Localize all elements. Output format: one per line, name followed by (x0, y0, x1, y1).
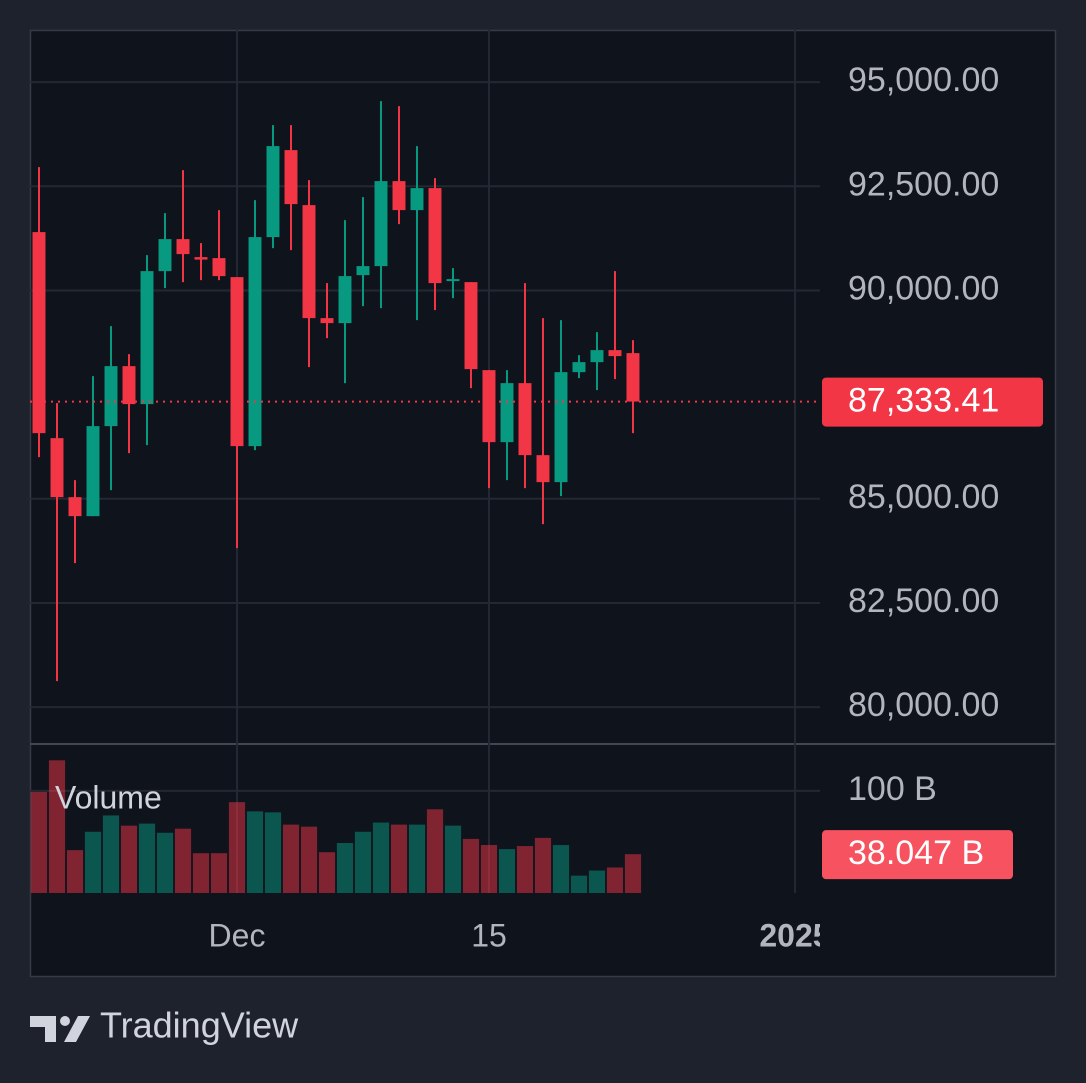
volume-bar (444, 825, 462, 893)
volume-bar (570, 875, 588, 893)
candle-body (608, 350, 622, 357)
candle-body (428, 188, 442, 284)
volume-bar (264, 812, 282, 893)
volume-bar (354, 831, 372, 893)
volume-bar (552, 845, 570, 893)
volume-bar (120, 825, 138, 893)
volume-bar (480, 845, 498, 893)
last-volume-box (822, 830, 1013, 880)
candle-body (572, 362, 586, 373)
last-volume-label: 38.047 B (848, 834, 984, 872)
volume-tick-label: 100 B (848, 770, 937, 808)
candle-body (212, 258, 226, 277)
labels: 80,000.00 82,500.00 85,000.00 90,000.00 92,5… (209, 61, 1043, 953)
volume-bar (246, 811, 264, 893)
volume-bar (426, 809, 444, 893)
candle-body (446, 279, 460, 282)
candle-body (338, 276, 352, 324)
volume-bar (282, 824, 300, 893)
volume-bar (390, 824, 408, 893)
y-tick-label: 82,500.00 (848, 582, 999, 620)
candle-body (230, 277, 244, 447)
candle-body (104, 366, 118, 427)
volume-bar (318, 852, 336, 893)
volume-bar (210, 853, 228, 893)
candle-body (302, 205, 316, 319)
y-tick-label: 95,000.00 (848, 61, 999, 99)
volume-bar (156, 832, 174, 893)
volume-bar (228, 802, 246, 893)
candle-body (500, 383, 514, 443)
logo-dot (60, 1016, 70, 1026)
candle-body (554, 372, 568, 483)
volume-bar (102, 815, 120, 893)
candle-body (266, 146, 280, 238)
marks (30, 101, 820, 893)
volume-bar (462, 838, 480, 893)
volume-bar (534, 837, 552, 893)
candle-body (356, 266, 370, 276)
volume-bar (372, 822, 390, 893)
volume-bar (300, 826, 318, 893)
candle-body (518, 383, 532, 456)
candle-body (464, 282, 478, 370)
volume-title: Volume (55, 779, 162, 815)
y-tick-label: 92,500.00 (848, 165, 999, 203)
candle-body (68, 497, 82, 517)
logo-slash (64, 1016, 90, 1042)
candle-body (284, 150, 298, 205)
volume-bar (606, 867, 624, 893)
candle-body (50, 438, 64, 498)
brand-logo (30, 1016, 90, 1042)
x-tick-label: 2025 (759, 917, 830, 953)
volume-bar (624, 854, 642, 893)
volume-bar (138, 823, 156, 893)
candle-body (248, 237, 262, 447)
volume-bar (408, 824, 426, 893)
grid (30, 30, 820, 893)
volume-bar (30, 791, 48, 893)
volume-bar (174, 828, 192, 893)
volume-bar (192, 853, 210, 893)
logo-shape (30, 1016, 56, 1042)
candle-body (158, 239, 172, 272)
volume-bar (516, 846, 534, 893)
x-tick-label: 15 (471, 917, 507, 953)
volume-bar (588, 870, 606, 893)
candle-body (122, 366, 136, 405)
volume-bar (48, 760, 66, 893)
candle-body (374, 181, 388, 267)
candle-body (410, 188, 424, 211)
last-price-box (822, 377, 1043, 427)
candle-body (194, 257, 208, 260)
y-tick-label: 80,000.00 (848, 686, 999, 724)
candle-body (86, 426, 100, 517)
candle-body (32, 232, 46, 434)
candle-body (392, 181, 406, 211)
volume-bar (336, 842, 354, 893)
candle-body (590, 350, 604, 363)
candle-body (320, 318, 334, 324)
candle-body (536, 455, 550, 483)
volume-bar (498, 849, 516, 893)
candle-body (140, 271, 154, 405)
candle-body (626, 353, 640, 402)
y-tick-label: 85,000.00 (848, 478, 999, 516)
candle-body (482, 370, 496, 443)
volume-bar (84, 831, 102, 893)
candle-body (176, 239, 190, 255)
brand-name: TradingView (100, 1005, 299, 1046)
last-price-label: 87,333.41 (848, 382, 999, 420)
y-tick-label: 90,000.00 (848, 269, 999, 307)
x-tick-label: Dec (209, 917, 266, 953)
volume-bar (66, 850, 84, 893)
